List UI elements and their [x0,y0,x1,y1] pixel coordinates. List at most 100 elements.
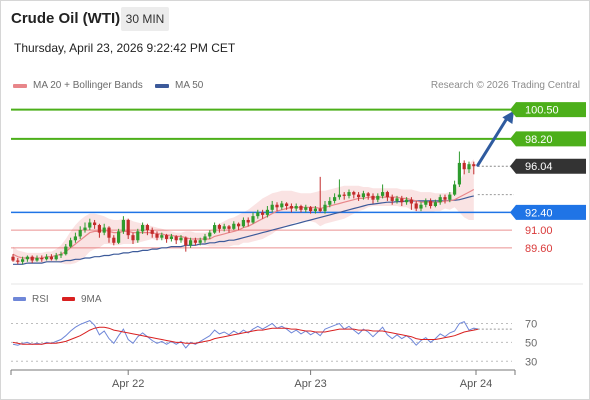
candle-body [155,233,159,238]
candle-body [11,256,15,261]
candle-body [117,231,121,243]
candle-body [141,225,145,232]
candle-body [169,236,173,239]
candle-body [462,162,466,170]
candle-body [102,227,106,233]
rsi-legend-swatch [13,297,26,301]
candle-body [261,212,265,215]
candle-body [121,219,125,232]
candle-body [16,260,20,262]
candle-body [395,198,399,201]
copyright-text: Research © 2026 Trading Central [430,80,580,91]
x-tick-label: Apr 22 [112,378,144,390]
price-label-92-40: 92.40 [525,207,553,219]
legend-ma20-label: MA 20 + Bollinger Bands [33,80,143,91]
candle-body [45,256,49,260]
candle-body [352,192,356,195]
candle-body [193,240,197,243]
legend-ma50: MA 50 [155,80,203,91]
candle-body [457,162,461,185]
candle-body [21,259,25,262]
candle-body [198,240,202,243]
candle-body [232,223,236,229]
candle-body [184,237,188,246]
candle-body [189,240,193,246]
rsi-ma-legend-swatch [62,297,75,301]
candle-body [145,225,149,231]
candle-body [222,226,226,229]
rsi-line [12,320,479,349]
price-label-96-04: 96.04 [525,161,553,173]
candle-body [270,204,274,210]
candle-body [83,227,87,231]
candle-body [54,255,58,260]
candle-body [78,230,82,237]
x-tick-label: Apr 23 [294,378,326,390]
candle-body [49,256,53,260]
price-label-98-20: 98.20 [525,134,553,146]
candle-body [179,237,183,241]
rsi-tick-50: 50 [525,337,537,349]
candle-body [150,230,154,234]
candle-body [112,237,116,243]
candle-body [405,199,409,203]
candle-body [289,206,293,209]
candle-body [467,164,471,170]
price-tag-pivot [510,204,586,220]
candle-body [323,204,327,212]
candle-body [390,197,394,201]
candle-body [208,232,212,237]
datetime-label: Thursday, April 23, 2026 9:22:42 PM CET [14,41,236,55]
candle-body [160,235,164,238]
candle-body [299,206,303,210]
timeframe-badge[interactable]: 30 MIN [121,7,169,31]
candle-body [107,227,111,238]
candle-body [453,184,457,195]
candle-body [165,235,169,239]
price-label-100-50: 100.50 [525,105,559,117]
candle-body [213,225,217,233]
candle-body [438,197,442,203]
candle-body [381,192,385,196]
projection-arrow-head [502,110,514,124]
candle-body [366,193,370,196]
candle-body [433,202,437,207]
candle-body [385,192,389,198]
candles-group [11,151,476,265]
candle-body [275,204,279,208]
candle-body [246,219,250,223]
candle-body [313,208,317,212]
candle-body [40,257,44,260]
candle-body [73,236,77,241]
candle-body [131,235,135,241]
candle-body [217,225,221,229]
candle-body [285,203,289,207]
x-tick-label: Apr 24 [460,378,492,390]
legend-ma20: MA 20 + Bollinger Bands [13,80,143,91]
candle-body [371,195,375,200]
candle-body [97,225,101,233]
price-tag-current [510,158,586,174]
candle-body [400,198,404,203]
candle-body [419,204,423,209]
candle-body [304,207,308,210]
candle-body [35,257,39,261]
candle-body [376,195,380,200]
candle-body [409,199,413,204]
candle-body [294,206,298,209]
rsi-tick-70: 70 [525,318,537,330]
candle-body [342,194,346,196]
price-label-89-60: 89.60 [525,243,553,255]
candle-body [280,203,284,208]
rsi-tick-30: 30 [525,356,537,368]
candle-body [424,200,428,205]
candle-body [174,236,178,241]
candle-body [30,256,34,261]
legend-ma50-label: MA 50 [175,80,204,91]
candle-body [136,231,140,241]
candle-body [328,200,332,205]
candle-body [241,219,245,227]
candle-body [256,212,260,217]
rsi-legend-label: RSI [32,294,49,305]
candle-body [265,209,269,215]
